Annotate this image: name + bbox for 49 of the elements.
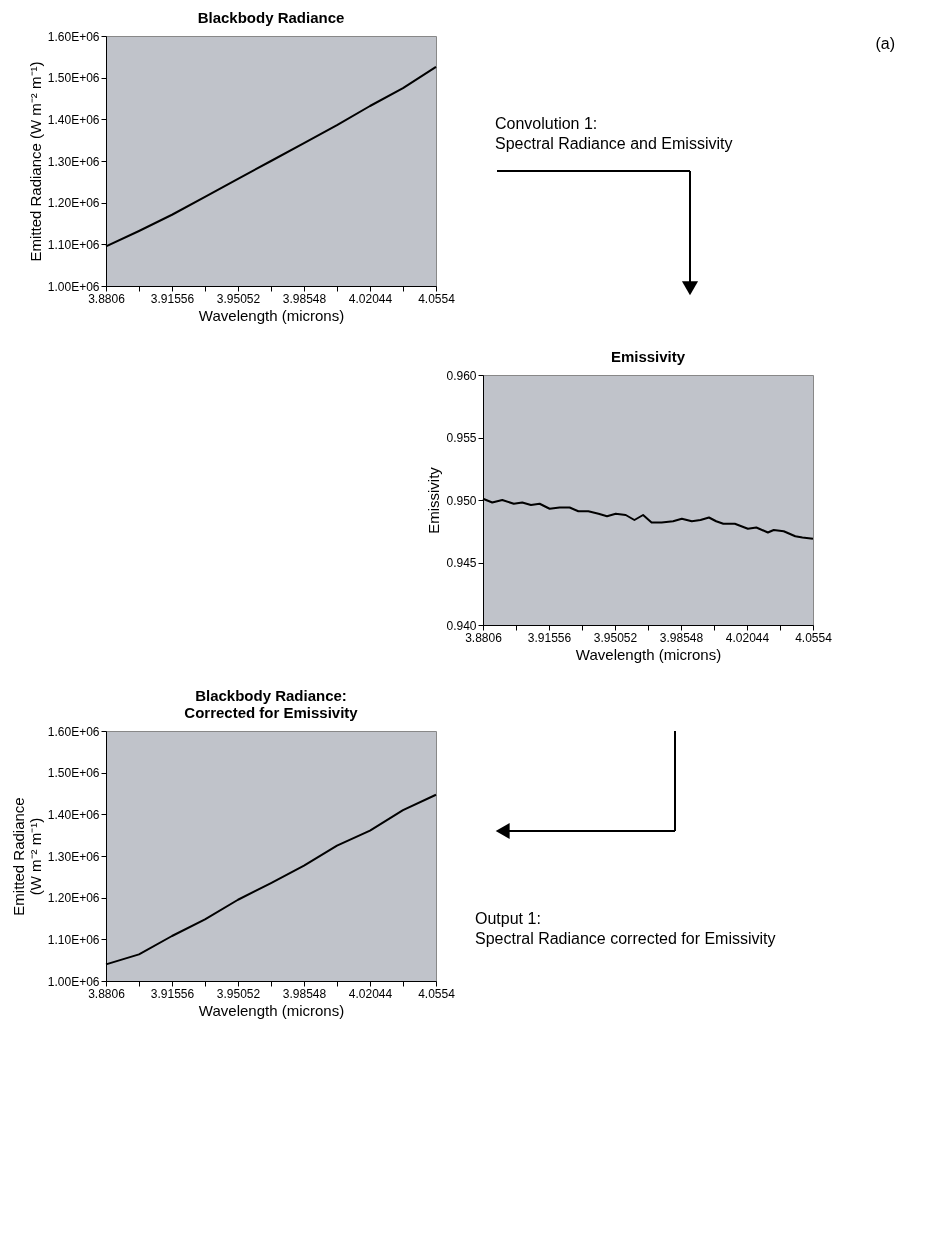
x-tick-label: 3.8806 [465,630,503,645]
x-tick-label: 3.98548 [282,986,327,1001]
y-tick-label: 1.10E+06 [47,237,100,252]
x-tick-label: 4.02044 [348,986,393,1001]
chart-title: Blackbody Radiance: Corrected for Emissivity [184,687,359,721]
y-tick-label: 1.50E+06 [47,766,100,781]
y-tick-label: 0.940 [446,618,477,633]
y-tick-label: 1.60E+06 [47,724,100,739]
y-tick-label: 1.30E+06 [47,154,100,169]
y-axis-title: Emitted Radiance (W m⁻² m⁻¹) [26,61,44,262]
chart-title: Blackbody Radiance [197,9,345,26]
y-tick-label: 1.00E+06 [47,974,100,989]
x-tick-label: 3.95052 [216,986,261,1001]
x-tick-label: 4.02044 [725,630,770,645]
y-tick-label: 1.10E+06 [47,932,100,947]
x-axis-title: Wavelength (microns) [575,645,722,663]
x-tick-label: 3.98548 [659,630,704,645]
text: (a) [875,35,895,52]
y-tick-label: 1.40E+06 [47,112,100,127]
chart-title: Emissivity [610,348,686,365]
x-tick-label: 3.91556 [150,291,195,306]
y-tick-label: 1.40E+06 [47,807,100,822]
x-tick-label: 4.0554 [795,630,833,645]
x-tick-label: 3.91556 [150,986,195,1001]
y-tick-label: 1.00E+06 [47,279,100,294]
x-tick-label: 3.95052 [216,291,261,306]
x-tick-label: 3.95052 [593,630,638,645]
x-tick-label: 3.8806 [88,291,126,306]
y-axis-title: Emissivity [425,466,443,534]
y-tick-label: 0.950 [446,493,477,508]
x-tick-label: 4.02044 [348,291,393,306]
text: Output 1: Spectral Radiance corrected for Emissivity [475,910,776,947]
x-axis-title: Wavelength (microns) [198,306,345,324]
x-tick-label: 4.0554 [418,986,456,1001]
x-tick-label: 3.8806 [88,986,126,1001]
text: Convolution 1: Spectral Radiance and Emissivity [495,115,733,152]
y-tick-label: 1.50E+06 [47,71,100,86]
y-tick-label: 1.20E+06 [47,891,100,906]
y-axis-title: Emitted Radiance (W m⁻² m⁻¹) [9,797,44,916]
y-tick-label: 1.60E+06 [47,29,100,44]
y-tick-label: 1.30E+06 [47,849,100,864]
x-tick-label: 3.91556 [527,630,572,645]
x-axis-title: Wavelength (microns) [198,1001,345,1019]
x-tick-label: 4.0554 [418,291,456,306]
y-tick-label: 0.960 [446,368,477,383]
y-tick-label: 0.955 [446,431,477,445]
x-tick-label: 3.98548 [282,291,327,306]
y-tick-label: 0.945 [446,556,477,570]
y-tick-label: 1.20E+06 [47,196,100,211]
